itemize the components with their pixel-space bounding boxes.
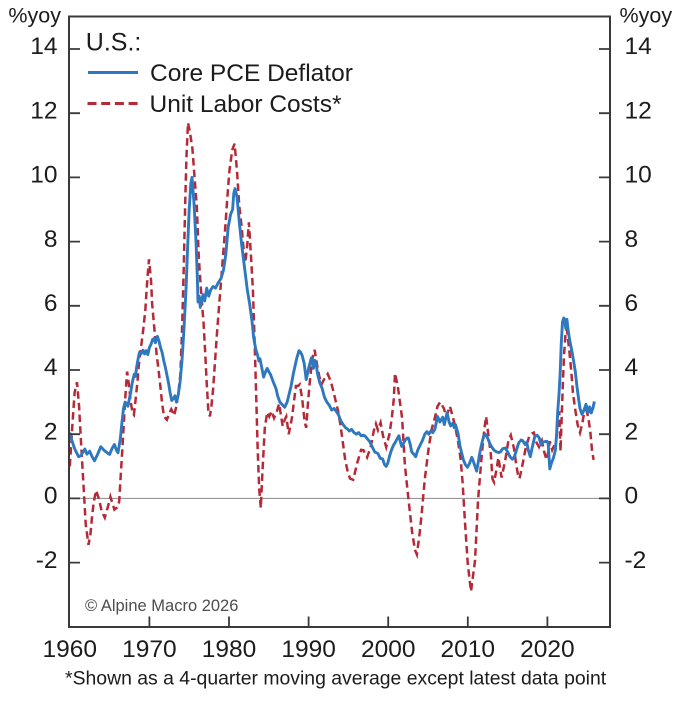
svg-text:10: 10	[30, 162, 57, 189]
svg-text:12: 12	[30, 97, 57, 124]
svg-text:-2: -2	[36, 547, 58, 574]
svg-text:4: 4	[44, 354, 58, 381]
svg-text:*Shown as a 4-quarter moving a: *Shown as a 4-quarter moving average exc…	[65, 667, 607, 689]
svg-text:U.S.:: U.S.:	[86, 28, 142, 56]
svg-text:4: 4	[625, 354, 639, 381]
svg-text:6: 6	[44, 290, 58, 317]
svg-text:1960: 1960	[43, 636, 98, 663]
svg-text:Unit Labor Costs*: Unit Labor Costs*	[150, 91, 342, 118]
svg-text:Core PCE Deflator: Core PCE Deflator	[150, 60, 353, 87]
svg-text:1980: 1980	[202, 636, 257, 663]
svg-text:© Alpine Macro 2026: © Alpine Macro 2026	[85, 597, 238, 615]
svg-text:2010: 2010	[441, 636, 496, 663]
svg-text:%yoy: %yoy	[8, 4, 61, 28]
svg-text:10: 10	[625, 162, 652, 189]
svg-text:8: 8	[44, 226, 58, 253]
svg-text:-2: -2	[625, 547, 647, 574]
svg-text:0: 0	[625, 483, 639, 510]
svg-text:2: 2	[625, 418, 639, 445]
svg-text:1970: 1970	[122, 636, 177, 663]
svg-text:1990: 1990	[281, 636, 336, 663]
svg-text:14: 14	[625, 33, 652, 60]
svg-text:8: 8	[625, 226, 639, 253]
svg-text:0: 0	[44, 483, 58, 510]
svg-text:6: 6	[625, 290, 639, 317]
svg-text:14: 14	[30, 33, 57, 60]
svg-text:12: 12	[625, 97, 652, 124]
svg-text:%yoy: %yoy	[620, 4, 673, 28]
svg-text:2: 2	[44, 418, 58, 445]
svg-text:2000: 2000	[361, 636, 416, 663]
svg-text:2020: 2020	[520, 636, 575, 663]
